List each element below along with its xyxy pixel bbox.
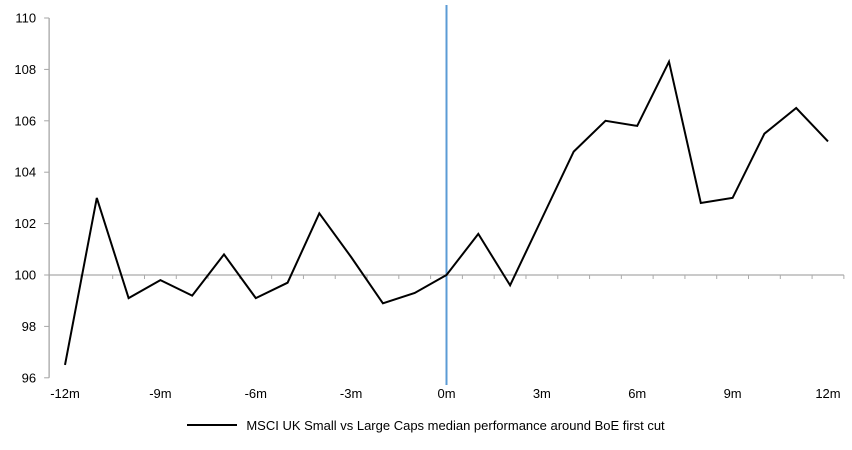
x-tick-label: 0m — [437, 386, 455, 401]
x-tick-label: -9m — [149, 386, 171, 401]
y-tick-label: 98 — [22, 319, 36, 334]
x-tick-label: 12m — [815, 386, 840, 401]
legend: MSCI UK Small vs Large Caps median perfo… — [0, 414, 852, 436]
y-tick-label: 110 — [15, 11, 36, 26]
x-tick-label: -3m — [340, 386, 362, 401]
y-tick-label: 102 — [14, 216, 36, 231]
y-tick-label: 96 — [22, 370, 36, 385]
x-tick-label: 9m — [724, 386, 742, 401]
data-line — [64, 58, 829, 366]
legend-line-marker — [187, 424, 238, 426]
y-tick-label: 100 — [14, 268, 36, 283]
legend-label: MSCI UK Small vs Large Caps median perfo… — [246, 417, 665, 433]
x-tick-label: 3m — [533, 386, 551, 401]
x-tick-label: -6m — [245, 386, 267, 401]
x-tick-label: -12m — [50, 386, 80, 401]
x-tick-label: 6m — [628, 386, 646, 401]
y-tick-label: 104 — [14, 165, 36, 180]
y-tick-label: 106 — [14, 113, 36, 128]
y-tick-label: 108 — [14, 62, 36, 77]
